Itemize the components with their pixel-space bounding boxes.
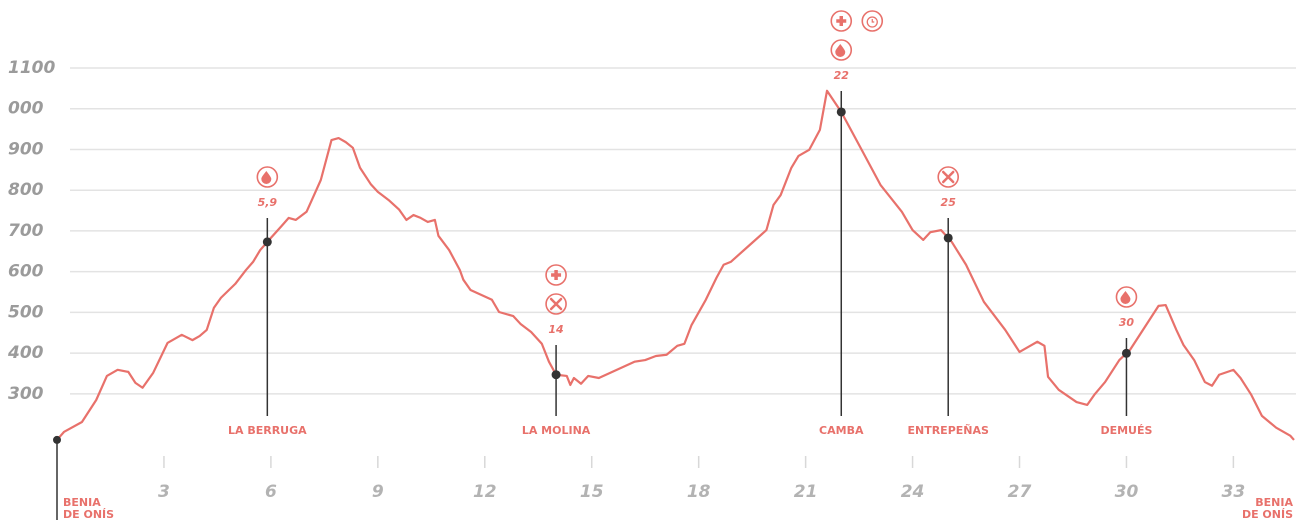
marker-name: CAMBA (819, 424, 864, 437)
x-tick-label: 21 (794, 482, 818, 502)
y-tick-label: 300 (8, 384, 44, 404)
icon-water (1115, 286, 1138, 308)
marker-name: ENTREPEÑAS (907, 424, 989, 437)
icon-water (261, 171, 272, 184)
x-tick-label: 18 (687, 482, 711, 502)
icon-ring (545, 293, 567, 315)
x-tick-label: 15 (580, 482, 604, 502)
x-tick-label: 12 (473, 482, 497, 502)
icon-food (549, 297, 563, 311)
icon-water (1120, 291, 1131, 304)
elevation-line (56, 89, 1295, 441)
icon-food (941, 170, 955, 184)
marker-dot (836, 107, 846, 117)
end-label: DE ONÍS (1242, 508, 1293, 520)
icon-water (256, 166, 279, 188)
icon-plus (836, 16, 847, 26)
start-dot (53, 435, 61, 444)
icon-water (830, 39, 853, 61)
marker-dot (943, 233, 953, 243)
icon-food (937, 166, 960, 188)
y-tick-label: 400 (7, 343, 44, 363)
end-label: BENIA (1255, 496, 1293, 509)
icon-ring (937, 166, 960, 188)
marker-name: DEMUÉS (1100, 424, 1152, 437)
marker-name: LA MOLINA (522, 424, 591, 437)
y-tick-label: 700 (8, 221, 44, 241)
icon-ring (830, 39, 853, 61)
icon-ring (256, 166, 279, 188)
marker-name: LA BERRUGA (228, 424, 307, 437)
marker-dot (551, 370, 561, 380)
x-tick-label: 27 (1008, 482, 1032, 502)
icon-water (835, 44, 846, 58)
icon-clock (861, 10, 884, 32)
x-tick-label: 24 (901, 482, 925, 502)
marker-km: 30 (1119, 316, 1135, 329)
icon-hands (871, 19, 875, 23)
y-tick-label: 1100 (8, 58, 55, 78)
icon-food (545, 293, 567, 315)
marker-km: 14 (548, 323, 563, 336)
icon-ring (830, 10, 853, 32)
start-label: DE ONÍS (63, 508, 114, 520)
x-tick-label: 6 (265, 482, 277, 502)
x-tick-label: 9 (372, 482, 384, 502)
icon-ring (1115, 286, 1138, 308)
x-tick-label: 33 (1222, 482, 1246, 502)
x-tick-label: 30 (1115, 482, 1139, 502)
marker-dot (262, 237, 272, 247)
icon-plus (545, 264, 567, 286)
icon-plus (830, 10, 853, 32)
x-tick-label: 3 (158, 482, 170, 502)
marker-dot (1121, 348, 1131, 358)
marker-km: 25 (941, 196, 957, 209)
y-tick-label: 600 (8, 262, 44, 282)
marker-km: 22 (834, 69, 850, 82)
y-tick-label: 000 (8, 99, 44, 119)
y-tick-label: 500 (8, 302, 44, 322)
icon-ring (545, 264, 567, 286)
icon-clock (866, 16, 878, 28)
y-tick-label: 900 (8, 139, 44, 159)
icon-plus (551, 270, 562, 280)
marker-km: 5,9 (258, 196, 278, 209)
icon-ring (861, 10, 884, 32)
start-label: BENIA (63, 496, 101, 509)
y-tick-label: 800 (8, 180, 44, 200)
